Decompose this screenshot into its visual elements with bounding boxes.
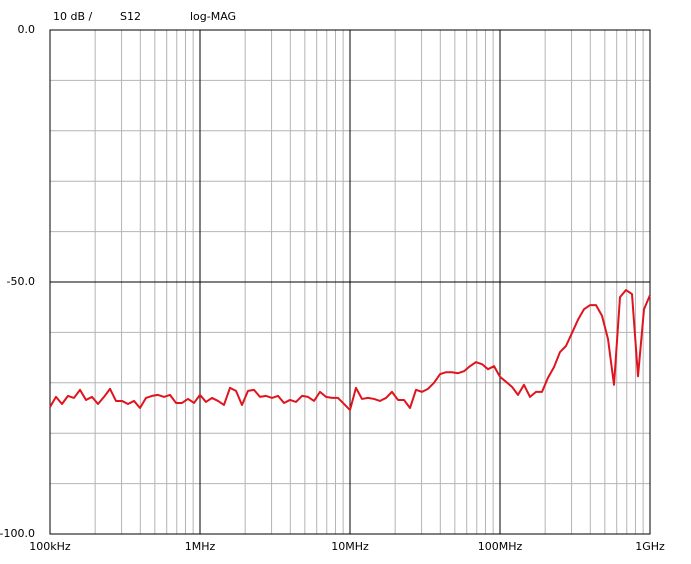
trace-name: S12	[120, 10, 141, 23]
x-tick-label: 1GHz	[635, 540, 665, 553]
x-tick-label: 100kHz	[29, 540, 71, 553]
plot-border	[49, 29, 651, 535]
scale-label: 10 dB /	[53, 10, 93, 23]
format-label: log-MAG	[190, 10, 236, 23]
y-tick-label: 0.0	[18, 23, 36, 36]
trace-line	[49, 289, 651, 412]
x-tick-label: 1MHz	[185, 540, 216, 553]
x-tick-label: 10MHz	[331, 540, 369, 553]
x-tick-label: 100MHz	[478, 540, 523, 553]
y-tick-label: -100.0	[0, 527, 35, 540]
y-tick-label: -50.0	[7, 275, 35, 288]
